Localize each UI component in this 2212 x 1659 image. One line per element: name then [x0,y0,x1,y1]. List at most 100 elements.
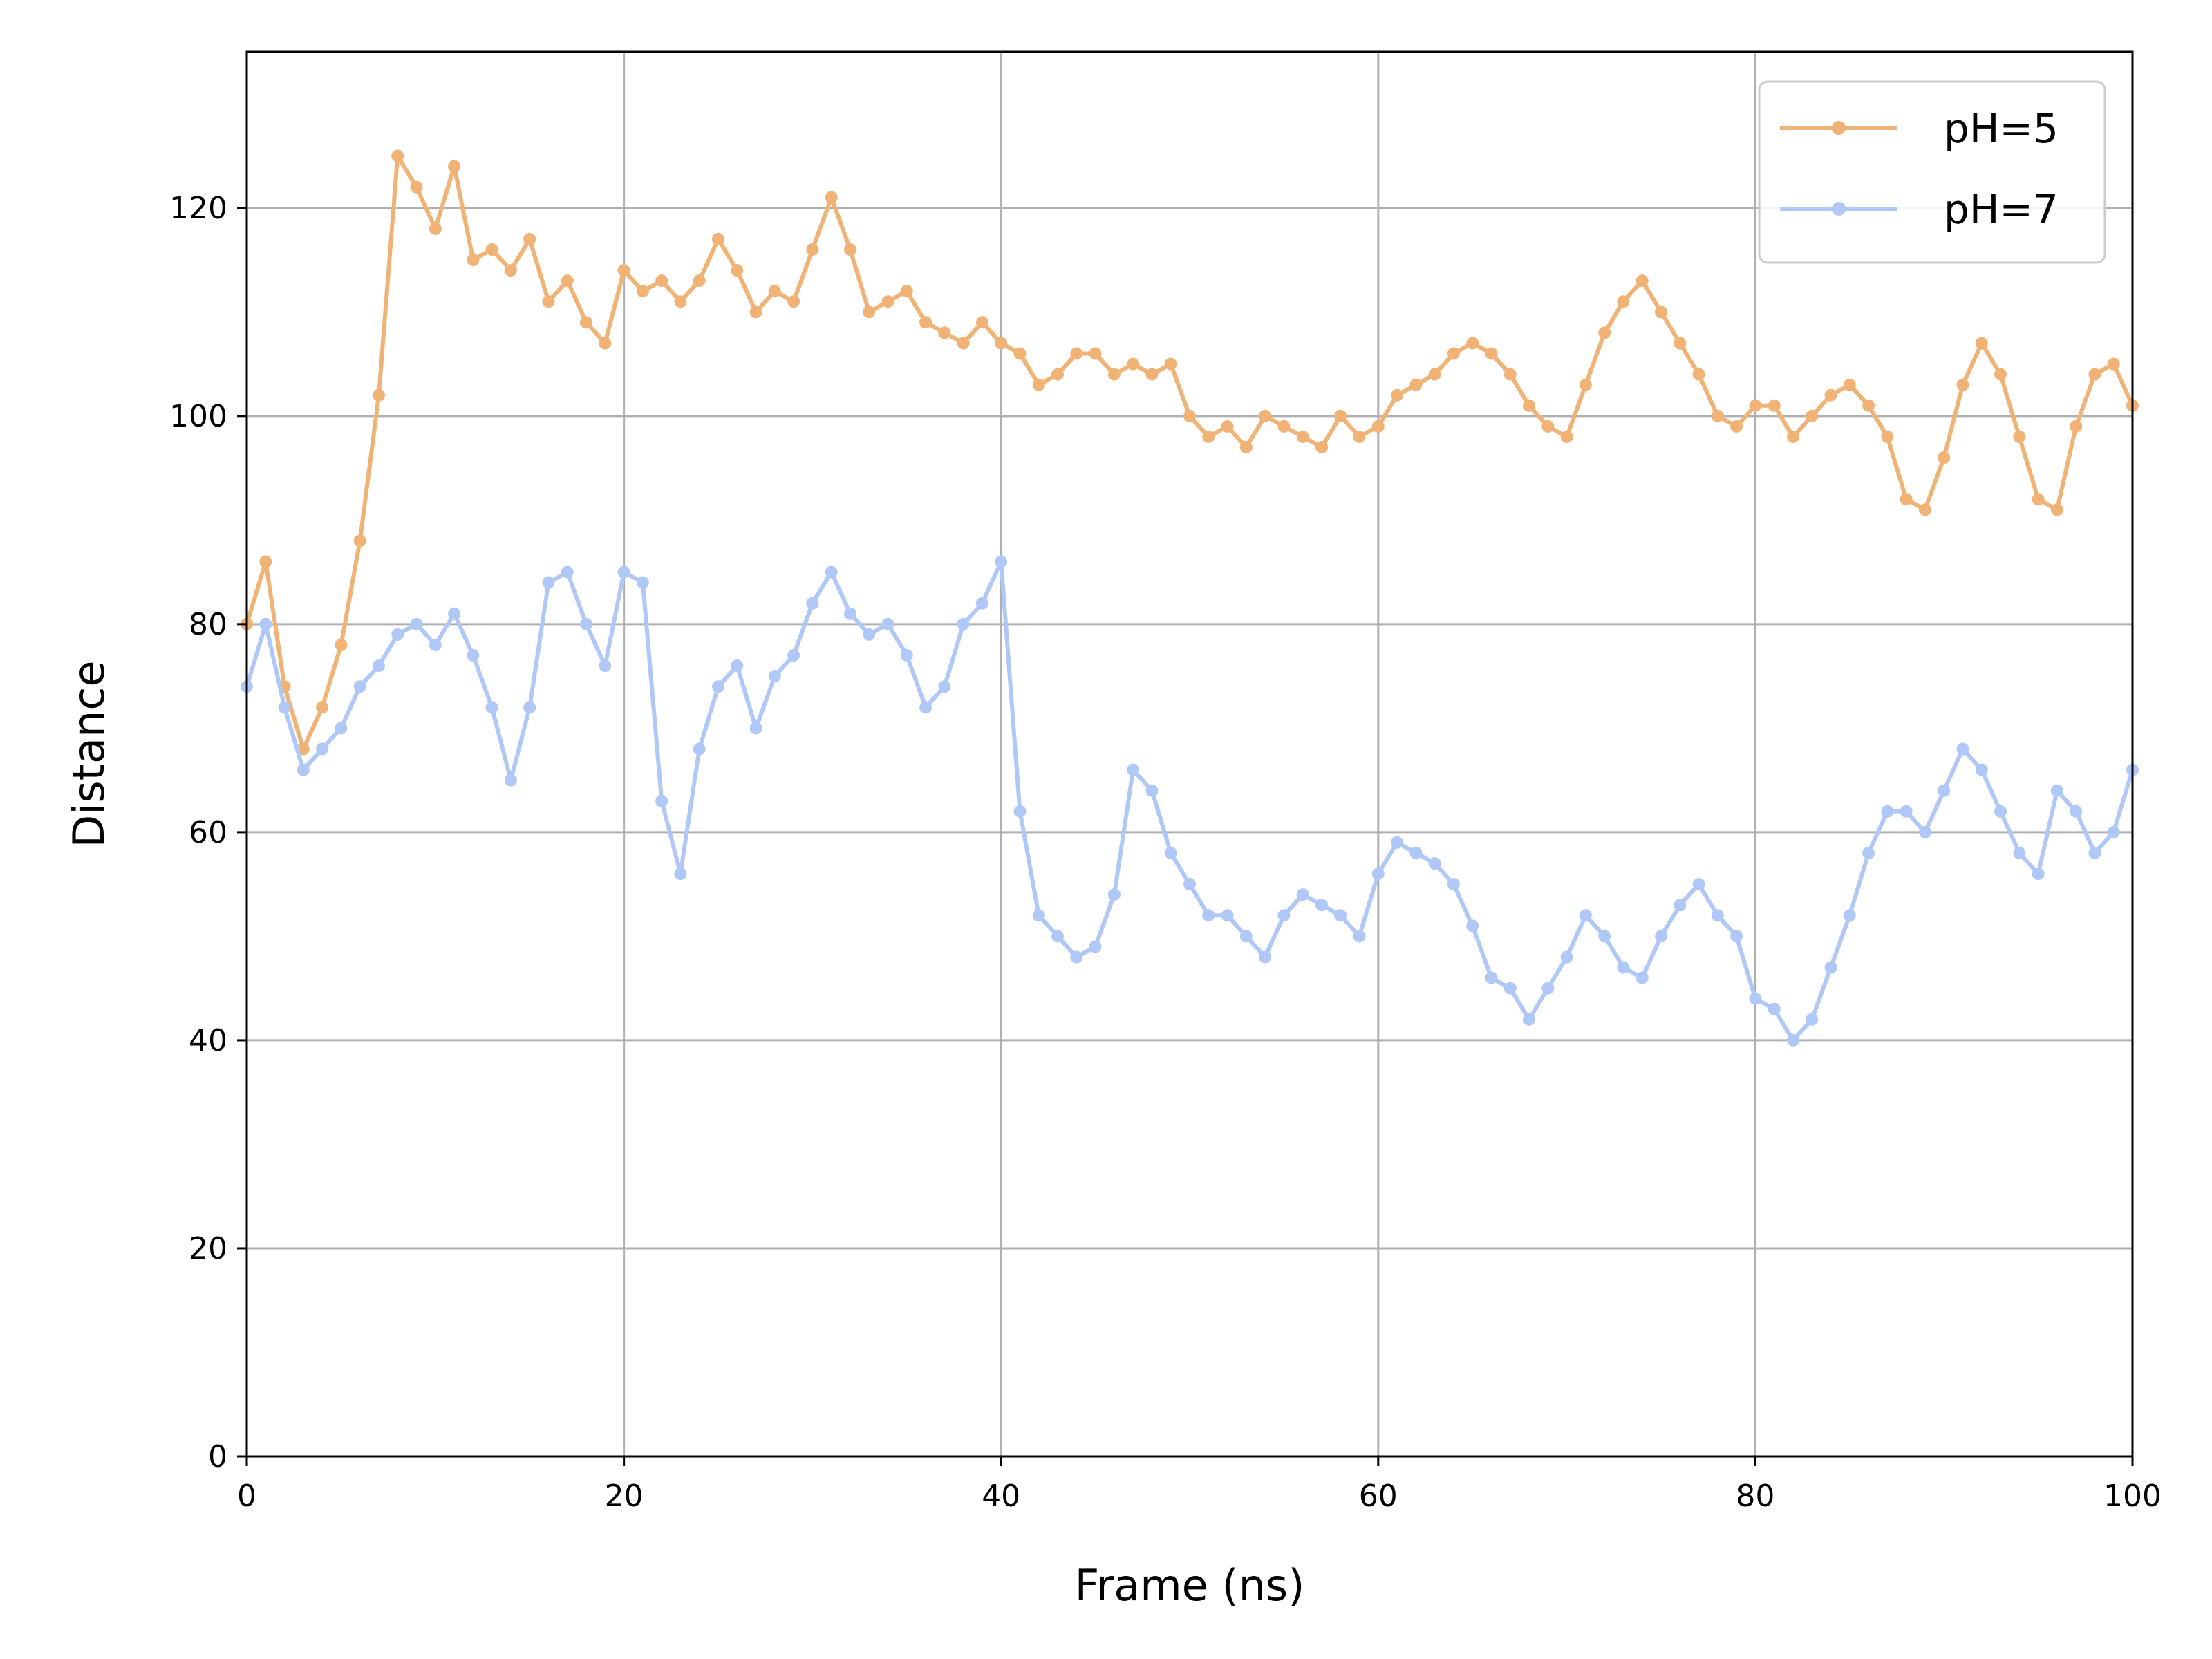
data-point-ph5 [1711,409,1724,422]
data-point-ph5 [373,388,385,402]
legend-label-ph7: pH=7 [1944,186,2059,233]
data-point-ph7 [2032,868,2045,881]
data-point-ph7 [1428,857,1441,870]
data-point-ph7 [2107,825,2120,838]
data-point-ph5 [844,243,856,256]
data-point-ph7 [1409,847,1423,859]
data-point-ph7 [1655,930,1667,943]
data-point-ph5 [1032,378,1045,391]
data-point-ph7 [1523,1013,1535,1026]
data-point-ph7 [1466,919,1479,932]
data-point-ph5 [900,285,913,298]
y-tick-label: 40 [189,1023,227,1058]
data-point-ph5 [1447,347,1460,360]
data-point-ph7 [1975,763,1988,776]
data-point-ph7 [1051,930,1064,943]
data-point-ph7 [863,628,876,641]
data-point-ph7 [1806,1013,1819,1026]
data-point-ph5 [1164,357,1177,371]
data-point-ph7 [1560,950,1573,964]
data-point-ph7 [806,597,819,610]
data-point-ph7 [1447,878,1460,891]
data-point-ph7 [1730,930,1743,943]
data-point-ph5 [1824,388,1837,402]
data-point-ph7 [1711,909,1724,922]
data-point-ph7 [599,659,612,673]
data-point-ph5 [1806,409,1819,422]
data-point-ph5 [1655,306,1667,319]
data-point-ph7 [523,701,536,714]
series-ph5 [241,149,2139,756]
data-point-ph7 [655,794,668,807]
data-point-ph5 [825,191,838,204]
data-point-ph7 [467,649,480,662]
data-point-ph7 [1674,899,1687,912]
series-ph7 [241,555,2139,1047]
x-tick-label: 40 [982,1479,1020,1514]
y-tick-label: 80 [189,607,227,642]
data-point-ph7 [1032,909,1045,922]
data-point-ph5 [1296,430,1309,443]
data-point-ph5 [1975,337,1988,350]
data-point-ph5 [1598,326,1611,339]
data-point-ph5 [335,639,348,651]
data-point-ph5 [1881,430,1894,443]
data-point-ph5 [316,701,329,714]
data-point-ph5 [1503,368,1517,381]
data-point-ph5 [995,337,1008,350]
data-point-ph5 [2032,493,2045,506]
data-point-ph5 [693,274,706,288]
y-tick-label: 120 [169,191,227,226]
data-point-ph7 [335,722,348,735]
data-point-ph7 [1881,805,1894,818]
data-point-ph5 [1466,337,1479,350]
data-point-ph5 [297,742,310,756]
x-tick-label: 0 [237,1479,256,1514]
data-point-ph5 [1579,378,1592,391]
data-point-ph7 [712,680,724,693]
data-point-ph5 [1277,420,1291,433]
data-point-ph5 [1938,451,1951,464]
data-point-ph7 [1127,763,1140,776]
data-point-ph7 [1202,909,1215,922]
data-point-ph7 [768,670,781,683]
data-point-ph5 [749,306,762,319]
data-point-ph7 [1617,961,1630,974]
legend: pH=5 pH=7 [1758,80,2106,264]
data-point-ph5 [1051,368,1064,381]
data-point-ph5 [1523,399,1535,412]
data-point-ph5 [1730,420,1743,433]
data-point-ph7 [1277,909,1291,922]
data-point-ph7 [1353,930,1366,943]
data-point-ph7 [636,576,649,589]
data-point-ph7 [1089,940,1102,953]
data-point-ph7 [297,763,310,776]
data-point-ph5 [2070,420,2083,433]
data-point-ph7 [1221,909,1234,922]
data-point-ph5 [1089,347,1102,360]
data-point-ph5 [1918,503,1931,516]
data-point-ph5 [1692,368,1705,381]
data-point-ph7 [749,722,762,735]
data-point-ph7 [1259,950,1272,964]
axis-ticks: 0 20 40 60 80 100 0 20 40 60 80 100 120 [169,191,2162,1514]
data-point-ph5 [1371,420,1385,433]
data-point-ph5 [1787,430,1799,443]
data-point-ph5 [1428,368,1441,381]
data-point-ph5 [2013,430,2026,443]
data-point-ph5 [1221,420,1234,433]
data-point-ph7 [900,649,913,662]
data-point-ph5 [1183,409,1196,422]
data-point-ph5 [1635,274,1649,288]
series-line-ph7 [245,559,2135,1042]
data-point-ph7 [787,649,800,662]
data-point-ph5 [1391,388,1404,402]
data-point-ph5 [448,160,461,173]
data-point-ph5 [1353,430,1366,443]
data-point-ph7 [975,597,988,610]
data-point-ph5 [1013,347,1027,360]
data-point-ph5 [429,222,442,235]
data-point-ph7 [542,576,555,589]
data-point-ph7 [1013,805,1027,818]
data-point-ph5 [1202,430,1215,443]
